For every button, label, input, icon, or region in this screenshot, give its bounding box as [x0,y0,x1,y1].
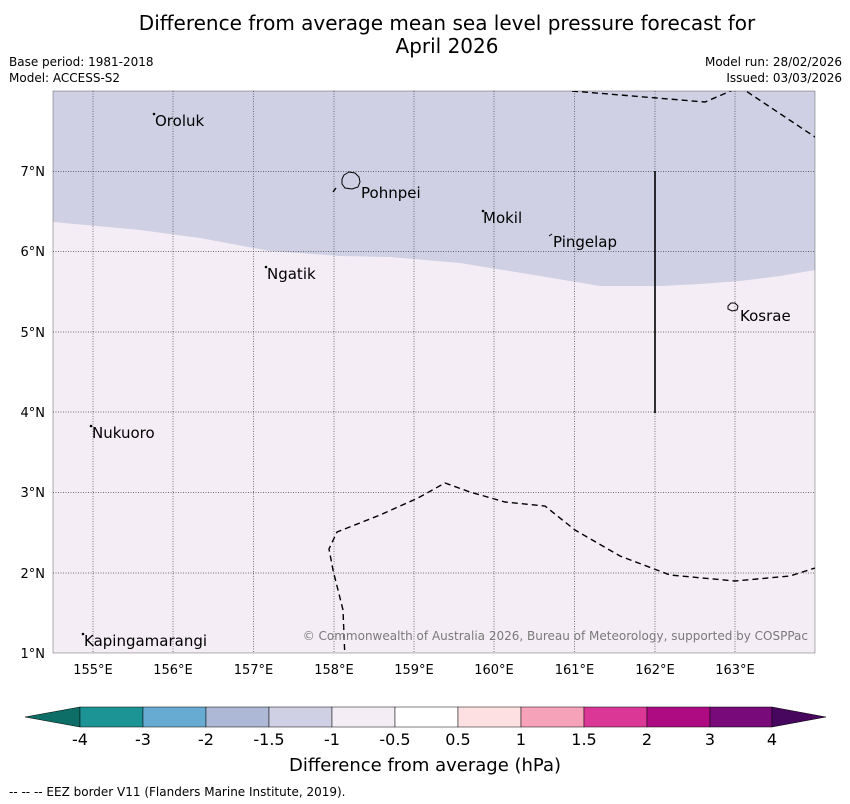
place-label-oroluk: Oroluk [155,112,204,130]
lat-label-7n: 7°N [21,165,46,180]
colorbar-tick-label: -1.5 [253,730,284,749]
colorbar-segment [205,706,270,728]
colorbar-tick-label: 0.5 [445,730,470,749]
colorbar-segment [583,706,648,728]
colorbar-tick-label: -1 [324,730,340,749]
ngatik-atoll [264,265,268,269]
pressure-anomaly-zone-neg1.5-to-neg1 [53,91,815,286]
eez-borders [328,91,815,653]
colorbar: -4 -3 -2 -1.5 -1 -0.5 0.5 1 1.5 2 3 4 [24,706,827,749]
colorbar-tick-label: -0.5 [379,730,410,749]
meta-left: Base period: 1981-2018 Model: ACCESS-S2 [9,54,154,86]
place-label-kosrae: Kosrae [740,307,791,325]
colorbar-tick-label: 4 [767,730,777,749]
base-period-text: Base period: 1981-2018 [9,55,154,69]
colorbar-segment [646,706,711,728]
colorbar-segment [709,706,773,728]
title-line-2: April 2026 [395,34,499,58]
colorbar-extend-low [24,706,81,728]
colorbar-tick-labels: -4 -3 -2 -1.5 -1 -0.5 0.5 1 1.5 2 3 4 [72,730,777,749]
place-label-kapingamarangi: Kapingamarangi [84,632,207,650]
colorbar-segment [457,706,522,728]
eez-legend-note: -- -- -- EEZ border V11 (Flanders Marine… [9,785,346,799]
lat-label-3n: 3°N [21,486,46,501]
colorbar-tick-label: -3 [135,730,151,749]
issued-text: Issued: 03/03/2026 [726,71,842,85]
lon-label-157e: 157°E [234,663,274,678]
mokil-atoll [481,209,485,213]
place-label-pohnpei: Pohnpei [361,184,421,202]
colorbar-segment [268,706,333,728]
eez-border-north [571,91,815,138]
map-frame [52,90,816,654]
meta-right: Model run: 28/02/2026 Issued: 03/03/2026 [705,54,842,86]
colorbar-extend-high [771,706,827,728]
colorbar-segments [79,706,773,728]
lon-label-163e: 163°E [715,663,755,678]
map-title: Difference from average mean sea level p… [0,12,850,58]
kosrae-coastline [727,302,739,312]
kapingamarangi-atoll [81,632,85,636]
colorbar-segment [520,706,585,728]
colorbar-tick-label: 3 [705,730,715,749]
colorbar-segment [142,706,207,728]
lon-label-155e: 155°E [73,663,113,678]
latitude-labels: 7°N 6°N 5°N 4°N 3°N 2°N 1°N [21,165,46,662]
lat-label-4n: 4°N [21,406,46,421]
eez-border-pohnpei-fragment [332,187,337,193]
colorbar-tick-label: 1.5 [571,730,596,749]
colorbar-segment [79,706,144,728]
pohnpei-coastline [341,171,361,190]
lat-label-2n: 2°N [21,567,46,582]
lat-label-1n: 1°N [21,647,46,662]
pingelap-atoll [548,233,553,237]
colorbar-segment [394,706,459,728]
colorbar-segment [331,706,396,728]
lat-label-5n: 5°N [21,326,46,341]
copyright-notice: © Commonwealth of Australia 2026, Bureau… [303,629,808,643]
place-label-pingelap: Pingelap [553,233,617,251]
place-label-mokil: Mokil [483,209,522,227]
graticule [53,91,815,653]
model-run-text: Model run: 28/02/2026 [704,55,842,69]
lon-label-156e: 156°E [153,663,193,678]
place-labels: Oroluk Pohnpei Mokil Pingelap Ngatik Kos… [84,112,791,650]
lon-label-158e: 158°E [314,663,354,678]
colorbar-tick-label: 1 [516,730,526,749]
lat-label-6n: 6°N [21,245,46,260]
place-label-nukuoro: Nukuoro [92,424,155,442]
islands [81,112,739,636]
lon-label-162e: 162°E [635,663,675,678]
colorbar-tick-label: -2 [198,730,214,749]
lon-label-160e: 160°E [474,663,514,678]
lon-label-161e: 161°E [555,663,595,678]
nukuoro-atoll [89,424,93,428]
colorbar-title: Difference from average (hPa) [288,755,562,776]
map-plot-area: Oroluk Pohnpei Mokil Pingelap Ngatik Kos… [53,91,815,653]
title-line-1: Difference from average mean sea level p… [138,11,756,35]
colorbar-tick-label: -4 [72,730,88,749]
colorbar-tick-label: 2 [642,730,652,749]
model-text: Model: ACCESS-S2 [9,71,121,85]
place-label-ngatik: Ngatik [267,265,316,283]
lon-label-159e: 159°E [394,663,434,678]
oroluk-atoll [152,112,156,116]
longitude-labels: 155°E 156°E 157°E 158°E 159°E 160°E 161°… [73,663,755,678]
eez-border-south [328,482,815,653]
